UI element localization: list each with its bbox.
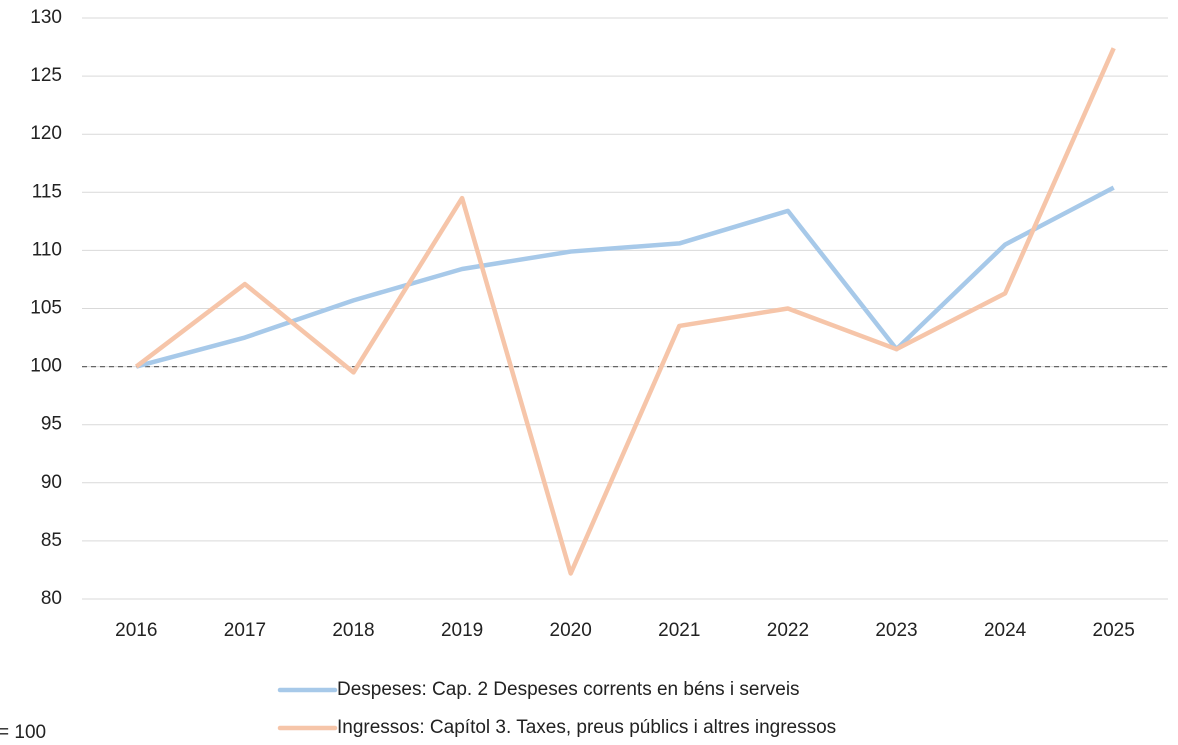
y-tick-label: 90 [41,472,62,493]
y-tick-label: 130 [30,7,62,28]
x-tick-label: 2021 [658,620,700,641]
x-tick-label: 2019 [441,620,483,641]
series-line [134,47,1116,576]
x-tick-label: 2016 [115,620,157,641]
y-tick-label: 100 [30,356,62,377]
note: = 100 [0,722,46,740]
x-tick-label: 2023 [875,620,917,641]
y-tick-label: 85 [41,530,62,551]
x-tick-label: 2020 [550,620,592,641]
y-tick-label: 105 [30,298,62,319]
y-tick-label: 95 [41,414,62,435]
x-tick-label: 2017 [224,620,266,641]
y-tick-label: 125 [30,65,62,86]
x-tick-label: 2022 [767,620,809,641]
series-line [135,185,1115,369]
y-tick-label: 110 [32,239,62,260]
y-tick-label: 120 [30,123,62,144]
legend-label: Ingressos: Capítol 3. Taxes, preus públi… [337,717,836,738]
x-tick-label: 2024 [984,620,1027,641]
legend-label: Despeses: Cap. 2 Despeses corrents en bé… [337,679,800,700]
x-tick-label: 2018 [332,620,374,641]
y-tick-label: 80 [41,588,62,609]
x-tick-label: 2025 [1093,620,1135,641]
y-tick-label: 115 [32,181,62,202]
